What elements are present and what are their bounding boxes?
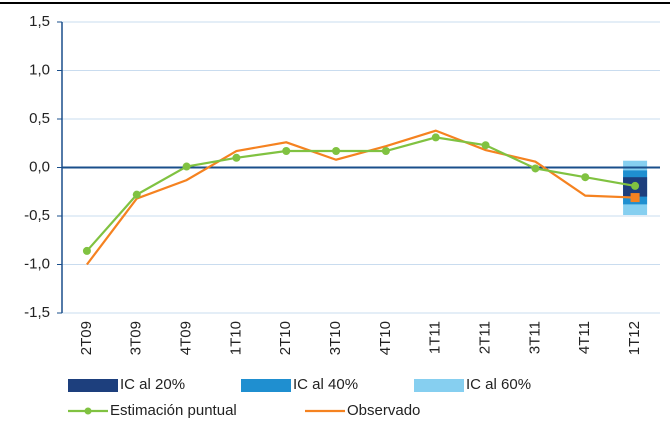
legend-label: IC al 20% — [120, 376, 185, 393]
x-tick-label: 2T11 — [477, 321, 494, 354]
point — [630, 193, 640, 203]
point — [332, 147, 341, 156]
x-tick-label: 1T11 — [427, 321, 444, 354]
point — [381, 147, 390, 156]
point — [132, 190, 141, 199]
x-tick-label: 2T09 — [78, 321, 95, 355]
series-line — [86, 129, 636, 266]
y-tick-label: -1,0 — [24, 255, 50, 272]
x-tick-label: 4T11 — [576, 321, 593, 354]
x-tick-label: 3T11 — [526, 321, 543, 354]
y-tick-label: -1,5 — [24, 304, 50, 321]
y-tick-label: 0,0 — [29, 158, 50, 175]
legend-label: Estimación puntual — [110, 402, 237, 419]
x-tick-label: 4T10 — [377, 321, 394, 355]
x-tick-label: 2T10 — [277, 321, 294, 355]
legend-swatch — [68, 379, 118, 392]
point — [431, 133, 440, 142]
point — [182, 162, 191, 171]
legend-swatch — [414, 379, 464, 392]
point — [631, 181, 640, 190]
legend-label: Observado — [347, 402, 420, 419]
legend-label: IC al 40% — [293, 376, 358, 393]
x-tick-label: 3T10 — [327, 321, 344, 355]
series-line — [86, 136, 636, 252]
y-tick-label: -0,5 — [24, 207, 50, 224]
point — [232, 153, 241, 162]
legend-marker — [84, 407, 92, 415]
x-tick-label: 1T12 — [626, 321, 643, 355]
x-tick-label: 1T10 — [227, 321, 244, 355]
point — [282, 147, 291, 156]
point — [531, 164, 540, 173]
y-tick-label: 0,5 — [29, 110, 50, 127]
legend-label: IC al 60% — [466, 376, 531, 393]
y-tick-label: 1,5 — [29, 13, 50, 30]
point — [481, 141, 490, 150]
legend-swatch — [241, 379, 291, 392]
point — [581, 173, 590, 182]
point — [82, 246, 91, 255]
x-tick-label: 3T09 — [128, 321, 145, 355]
y-tick-label: 1,0 — [29, 61, 50, 78]
x-tick-label: 4T09 — [178, 321, 195, 355]
